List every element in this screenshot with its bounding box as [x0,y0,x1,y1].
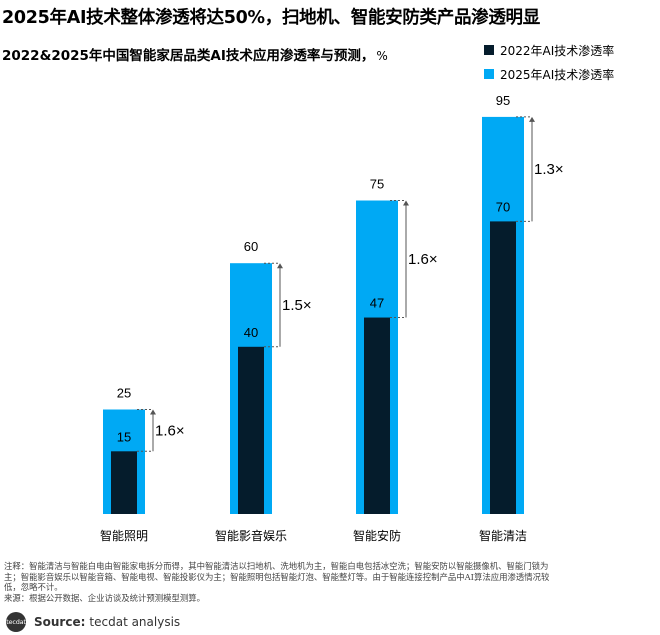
data-label-2025: 60 [244,239,258,254]
notes: 注释：智能清洁与智能白电由智能家电拆分而得，其中智能清洁以扫地机、洗地机为主，智… [4,561,656,603]
growth-label: 1.6× [408,251,438,268]
unit-label: % [376,49,388,63]
bar-2022 [111,451,137,514]
note-line: 注释：智能清洁与智能白电由智能家电拆分而得，其中智能清洁以扫地机、洗地机为主，智… [4,561,549,571]
data-label-2025: 75 [370,177,384,192]
data-label-2025: 25 [117,386,131,401]
data-label-2022: 15 [117,429,131,444]
growth-label: 1.6× [155,422,185,439]
growth-label: 1.3× [534,161,564,178]
bar-2022 [364,317,390,514]
chart-title: 2025年AI技术整体渗透将达50%，扫地机、智能安防类产品渗透明显 [2,8,540,28]
chart-subtitle: 2022&2025年中国智能家居品类AI技术应用渗透率与预测，% [2,44,388,64]
footer: tecdat Source: tecdat analysis [6,612,180,632]
growth-label: 1.5× [282,297,312,314]
data-label-2022: 40 [244,325,258,340]
growth-arrowhead [403,200,409,206]
growth-arrowhead [529,116,535,122]
category-label: 智能清洁 [479,528,527,543]
legend-label-2025: 2025年AI技术渗透率 [500,67,615,82]
growth-arrowhead [150,409,156,415]
bar-2022 [238,346,264,514]
category-label: 智能安防 [353,528,401,543]
data-label-2022: 70 [496,199,510,214]
note-line: 来源：根据公开数据、企业访谈及统计预测模型测算。 [4,592,205,603]
category-label: 智能照明 [100,528,148,543]
legend: 2022年AI技术渗透率 2025年AI技术渗透率 [484,38,614,86]
legend-label-2022: 2022年AI技术渗透率 [500,43,615,58]
legend-swatch-2025 [484,69,494,79]
note-line: 低，忽略不计。 [4,582,63,592]
source-label: Source: [34,615,86,629]
data-label-2025: 95 [496,93,510,108]
growth-arrowhead [277,263,283,269]
bar-chart: 25 15 1.6× 智能照明 60 40 1.5× 智能影音娱乐 75 47 1.6× 智能安防 95… [100,93,564,543]
subtitle-text: 2022&2025年中国智能家居品类AI技术应用渗透率与预测， [2,48,375,64]
category-label: 智能影音娱乐 [215,528,287,543]
source-text: tecdat analysis [89,615,181,629]
note-line: 主；智能影音娱乐以智能音箱、智能电视、智能投影仪为主；智能照明包括智能灯泡、智能… [4,571,550,582]
bar-2022 [490,221,516,514]
legend-item-2022: 2022年AI技术渗透率 [484,38,614,62]
legend-item-2025: 2025年AI技术渗透率 [484,62,614,86]
tecdat-logo: tecdat [6,612,26,632]
legend-swatch-2022 [484,45,494,55]
data-label-2022: 47 [370,296,384,311]
